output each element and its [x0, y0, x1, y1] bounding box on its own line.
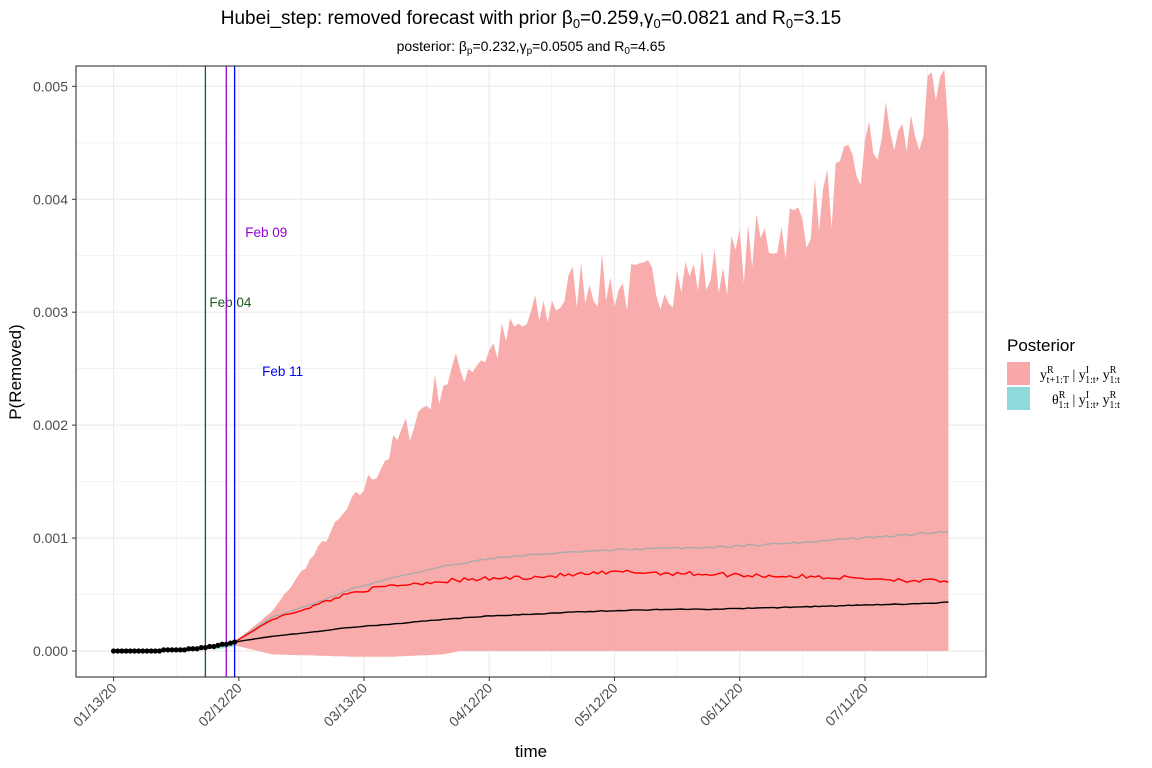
event-label: Feb 04	[209, 295, 252, 310]
y-tick-label: 0.004	[33, 191, 68, 207]
x-tick-label: 02/12/20	[195, 680, 245, 730]
y-axis-title: P(Removed)	[6, 324, 25, 419]
y-tick-label: 0.003	[33, 304, 68, 320]
event-label: Feb 11	[262, 364, 303, 379]
x-tick-label: 05/12/20	[571, 680, 621, 730]
x-axis: 01/13/20 02/12/20 03/13/20 04/12/20 05/12/20…	[70, 677, 871, 730]
panel-border	[75, 65, 987, 678]
x-tick-label: 07/11/20	[822, 680, 871, 729]
x-tick-label: 01/13/20	[70, 680, 120, 730]
legend-swatch-forecast	[1007, 362, 1030, 385]
observed-point	[232, 639, 238, 645]
series-lines	[234, 530, 949, 643]
x-tick-label: 06/11/20	[697, 680, 746, 729]
y-tick-label: 0.000	[33, 643, 68, 659]
observed-points	[110, 639, 238, 654]
forecast-band-area	[234, 69, 949, 657]
chart-subtitle: posterior: βp=0.232,γp=0.0505 and R0=4.6…	[397, 38, 666, 57]
series-line	[234, 530, 949, 643]
legend-swatch-parameter	[1007, 387, 1030, 410]
legend-title: Posterior	[1007, 336, 1075, 355]
y-tick-label: 0.002	[33, 417, 68, 433]
series-line	[234, 601, 949, 643]
y-tick-label: 0.005	[33, 78, 68, 94]
plot-panel: Feb 04 Feb 09 Feb 11	[75, 65, 987, 678]
x-tick-label: 04/12/20	[446, 680, 496, 730]
series-line	[234, 569, 949, 643]
observed-point	[110, 648, 117, 654]
event-lines: Feb 04 Feb 09 Feb 11	[204, 66, 303, 677]
legend-label-forecast: yR t+1:T | yI 1:t, yR 1:t	[1040, 365, 1120, 386]
x-axis-title: time	[515, 742, 547, 761]
y-axis: 0.000 0.001 0.002 0.003 0.004 0.005	[33, 78, 76, 659]
chart-title: Hubei_step: removed forecast with prior …	[221, 8, 841, 31]
y-tick-label: 0.001	[33, 530, 68, 546]
x-tick-label: 03/13/20	[320, 680, 370, 730]
event-label: Feb 09	[245, 225, 287, 240]
legend: Posterior yR t+1:T | yI 1:t, yR 1:t θR 1:t |…	[1007, 336, 1120, 411]
observed-line	[113, 641, 235, 652]
legend-label-parameter: θR 1:t | yI 1:t, yR 1:t	[1052, 390, 1120, 411]
